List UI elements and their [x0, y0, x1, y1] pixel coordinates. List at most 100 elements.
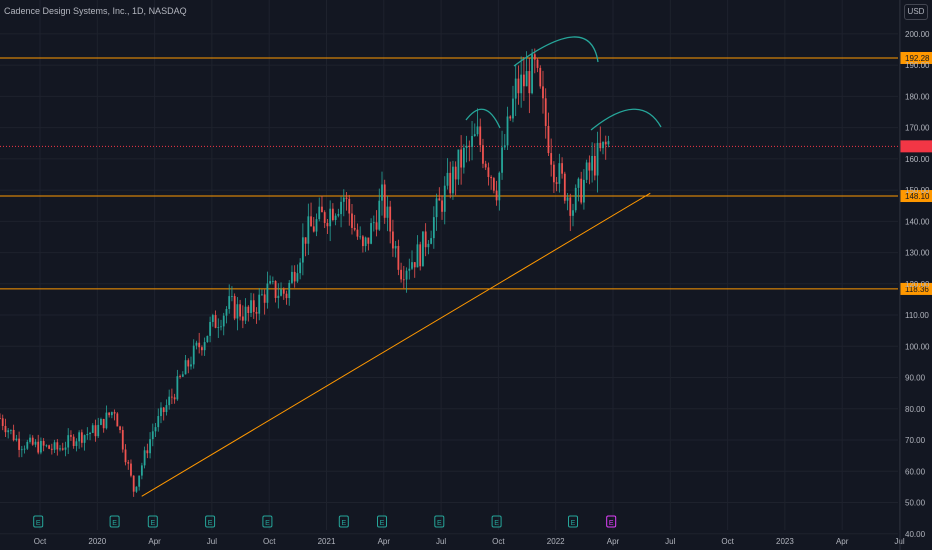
candle-body [20, 449, 23, 451]
candle-body [195, 342, 198, 346]
earnings-marker [109, 515, 120, 528]
candle-body [124, 449, 127, 463]
y-tick-label: 80.00 [905, 405, 926, 414]
candle-body [533, 54, 536, 60]
candle-body [119, 426, 121, 431]
horizontal-levels: 192.28 148.10 118.36 [0, 51, 932, 295]
x-tick-label: Apr [607, 537, 620, 546]
earnings-marker-label: E [609, 520, 614, 527]
candle-body [252, 300, 255, 312]
pattern-arc-head [513, 36, 599, 67]
candle-body [596, 142, 599, 176]
candle-body [271, 280, 274, 282]
candle-body [48, 445, 51, 449]
x-tick-label: 2022 [547, 537, 565, 546]
y-tick-label: 140.00 [905, 217, 930, 226]
candle-body [299, 262, 302, 274]
candle-body [31, 437, 34, 445]
current-price-tag [900, 140, 932, 153]
earnings-marker [147, 515, 158, 528]
candle-body [449, 172, 452, 194]
candle-body [531, 54, 533, 94]
y-tick-label: 100.00 [905, 342, 930, 351]
earnings-marker [568, 515, 578, 528]
chart-title: Cadence Design Systems, Inc., 1D, NASDAQ [4, 6, 187, 16]
candle-body [427, 243, 430, 248]
candle-body [151, 431, 154, 440]
candle-body [250, 300, 252, 313]
pattern-arc-right-shoulder [590, 108, 662, 131]
candle-body [482, 145, 484, 164]
candle-body [72, 436, 75, 447]
candle-body [171, 396, 173, 398]
candle-body [465, 145, 468, 148]
candle-body [288, 282, 291, 299]
candle-body [356, 229, 359, 237]
candle-body [315, 219, 318, 232]
candle-body [160, 407, 162, 417]
candle-body [435, 198, 438, 218]
candle-body [127, 462, 130, 464]
candle-body [326, 222, 329, 227]
candle-body [424, 231, 427, 248]
candle-body [190, 364, 192, 367]
candle-body [490, 177, 493, 179]
candle-body [143, 450, 146, 466]
earnings-marker-label: E [36, 520, 41, 527]
x-tick-label: Jul [436, 537, 446, 546]
candle-body [165, 405, 168, 413]
candle-body [372, 222, 375, 224]
candle-body [501, 147, 503, 173]
candle-body [94, 425, 97, 437]
currency-button[interactable]: USD [904, 4, 928, 20]
candle-body [1, 418, 4, 426]
candle-body [604, 141, 607, 145]
candle-body [430, 238, 433, 244]
candle-body [203, 342, 206, 351]
y-tick-label: 120.00 [905, 280, 930, 289]
candle-body [138, 475, 141, 487]
candles [0, 48, 610, 497]
candle-body [476, 126, 479, 135]
candle-body [64, 447, 67, 450]
candle-body [217, 327, 220, 328]
candle-body [351, 213, 353, 228]
candle-body [487, 167, 490, 178]
candle-body [113, 412, 116, 414]
earnings-marker-label: E [571, 520, 576, 527]
candle-body [329, 208, 332, 227]
candle-body [443, 185, 446, 212]
candle-body [394, 245, 397, 249]
candle-body [460, 149, 463, 168]
level-price-tag [900, 51, 932, 64]
candle-body [157, 416, 160, 428]
candle-body [422, 231, 424, 267]
x-tick-label: Apr [378, 537, 391, 546]
candle-body [321, 206, 323, 213]
candle-body [405, 270, 408, 280]
candle-body [364, 237, 367, 247]
x-tick-label: Jul [207, 537, 217, 546]
candle-body [102, 418, 105, 429]
candle-body [383, 184, 386, 218]
candle-body [211, 315, 214, 322]
y-tick-label: 180.00 [905, 92, 930, 101]
candle-body [561, 163, 563, 174]
candle-body [318, 206, 321, 220]
candle-body [50, 448, 53, 450]
candle-body [512, 98, 514, 119]
candle-body [236, 304, 239, 319]
earnings-marker-label: E [112, 520, 117, 527]
earnings-marker [377, 515, 387, 528]
candle-body [473, 134, 476, 137]
candle-body [555, 182, 558, 184]
earnings-marker [262, 515, 273, 528]
x-tick-label: 2023 [776, 537, 794, 546]
candle-body [468, 145, 471, 147]
y-tick-label: 70.00 [905, 436, 926, 445]
candle-body [402, 279, 405, 281]
candle-body [337, 214, 340, 216]
candle-body [231, 296, 233, 297]
